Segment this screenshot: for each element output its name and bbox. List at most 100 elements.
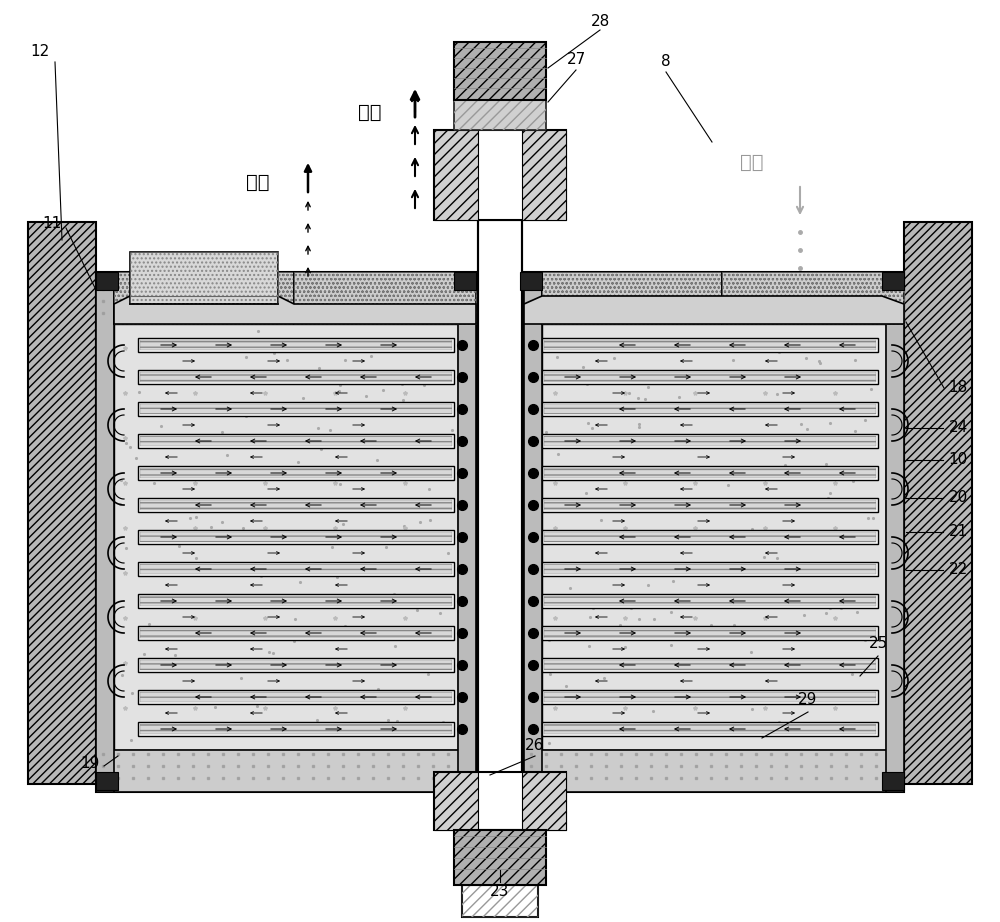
Bar — [140, 564, 452, 574]
Bar — [140, 468, 452, 478]
Bar — [544, 404, 876, 414]
Bar — [130, 252, 278, 304]
Text: 19: 19 — [80, 756, 100, 772]
Text: 12: 12 — [30, 44, 50, 60]
Bar — [138, 594, 454, 608]
Bar — [522, 772, 566, 830]
Bar — [140, 724, 452, 734]
Bar — [544, 628, 876, 638]
Bar — [138, 562, 454, 576]
Bar — [542, 434, 878, 448]
Text: 产水: 产水 — [358, 102, 382, 122]
Bar — [882, 772, 904, 790]
Bar — [138, 370, 454, 384]
Bar — [138, 498, 454, 512]
Bar — [542, 272, 722, 324]
Text: 8: 8 — [661, 54, 671, 69]
Bar — [542, 690, 878, 704]
Bar — [462, 885, 538, 917]
Bar — [96, 272, 118, 290]
Bar — [138, 690, 454, 704]
Bar — [524, 272, 904, 792]
Bar — [478, 220, 522, 820]
Bar — [544, 372, 876, 382]
Bar — [140, 660, 452, 670]
Bar — [114, 324, 458, 750]
Text: 22: 22 — [948, 562, 968, 577]
Bar — [140, 436, 452, 446]
Text: 27: 27 — [566, 53, 586, 67]
Bar — [522, 130, 566, 220]
Bar — [96, 272, 476, 324]
Bar — [544, 500, 876, 510]
Bar — [904, 222, 972, 784]
Bar — [542, 594, 878, 608]
Bar — [542, 402, 878, 416]
Bar — [544, 692, 876, 702]
Bar — [138, 338, 454, 352]
Bar — [140, 500, 452, 510]
Bar — [138, 658, 454, 672]
Bar — [544, 532, 876, 542]
Bar — [28, 222, 96, 784]
Bar — [138, 722, 454, 736]
Bar — [140, 372, 452, 382]
Bar — [114, 272, 294, 324]
Polygon shape — [114, 296, 476, 324]
Text: 26: 26 — [525, 738, 545, 752]
Bar — [542, 466, 878, 480]
Bar — [96, 272, 476, 792]
Bar — [544, 596, 876, 606]
Bar — [544, 724, 876, 734]
Bar — [542, 562, 878, 576]
Text: 20: 20 — [948, 491, 968, 505]
Bar — [520, 772, 542, 790]
Bar — [130, 252, 278, 304]
Text: 23: 23 — [490, 884, 510, 900]
Text: 28: 28 — [590, 15, 610, 30]
Bar — [886, 272, 904, 792]
Bar — [462, 885, 538, 917]
Bar — [520, 272, 542, 290]
Bar — [524, 272, 904, 324]
Bar — [542, 370, 878, 384]
Bar — [544, 468, 876, 478]
Bar — [138, 626, 454, 640]
Bar — [140, 404, 452, 414]
Bar — [138, 402, 454, 416]
Bar — [542, 722, 878, 736]
Bar — [114, 272, 294, 324]
Text: 29: 29 — [798, 692, 818, 707]
Bar — [722, 272, 904, 324]
Bar — [882, 272, 904, 290]
Text: 21: 21 — [948, 525, 968, 539]
Bar — [722, 272, 904, 324]
Polygon shape — [524, 296, 904, 324]
Bar — [454, 100, 546, 130]
Bar — [542, 272, 722, 324]
Text: 24: 24 — [948, 420, 968, 435]
Text: 浓水: 浓水 — [246, 172, 270, 192]
Bar — [454, 100, 546, 130]
Text: 11: 11 — [42, 217, 62, 231]
Bar — [544, 660, 876, 670]
Bar — [458, 272, 476, 792]
Bar — [96, 772, 118, 790]
Bar — [542, 658, 878, 672]
Bar — [96, 272, 114, 792]
Bar — [140, 340, 452, 350]
Bar — [294, 272, 476, 324]
Bar — [524, 272, 542, 792]
Text: 10: 10 — [948, 453, 968, 467]
Bar — [454, 42, 546, 100]
Bar — [138, 530, 454, 544]
Bar — [454, 272, 476, 290]
Bar — [138, 434, 454, 448]
Bar — [544, 564, 876, 574]
Text: 18: 18 — [948, 381, 968, 396]
Bar — [542, 324, 886, 750]
Bar — [138, 466, 454, 480]
Bar — [140, 692, 452, 702]
Text: 25: 25 — [868, 636, 888, 652]
Bar — [434, 772, 478, 830]
